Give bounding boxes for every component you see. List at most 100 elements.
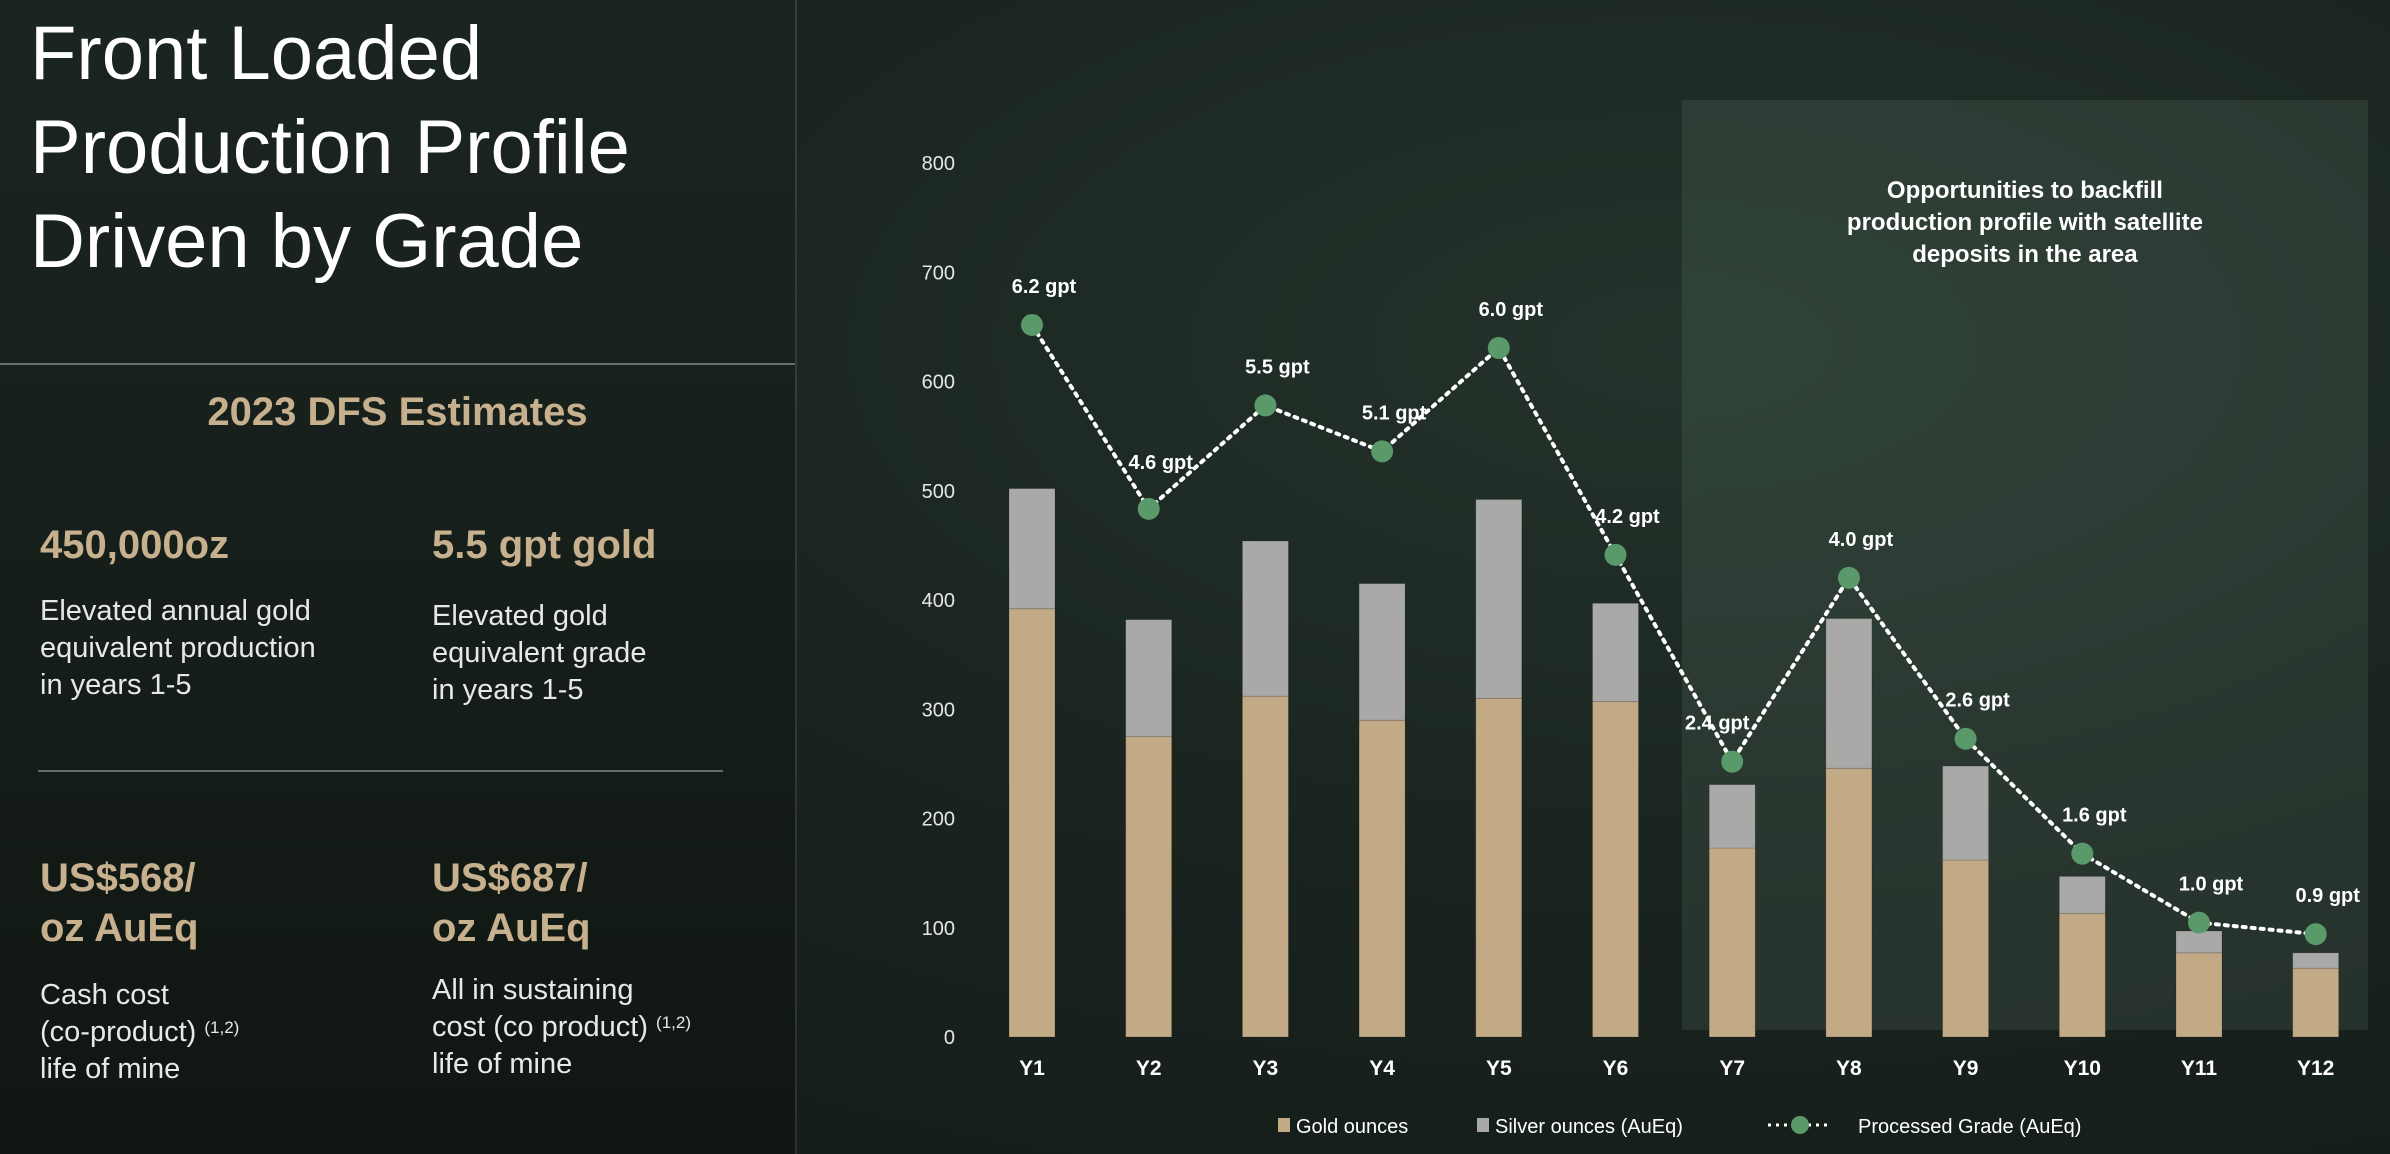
grade-label-Y7: 2.4 gpt	[1685, 713, 1750, 735]
legend-grade-marker	[1791, 1116, 1809, 1134]
grade-label-Y5: 6.0 gpt	[1479, 299, 1544, 321]
bar-silver-Y10	[2058, 875, 2106, 915]
grade-point-Y2	[1137, 497, 1160, 520]
bar-gold-Y11	[2175, 952, 2223, 1038]
bar-gold-Y2	[1125, 736, 1173, 1038]
y-tick-800: 800	[922, 153, 955, 175]
bar-silver-Y11	[2175, 930, 2223, 954]
grade-point-Y12	[2304, 923, 2327, 946]
grade-label-Y4: 5.1 gpt	[1362, 402, 1427, 424]
grade-label-Y2: 4.6 gpt	[1128, 452, 1193, 474]
y-tick-0: 0	[944, 1027, 955, 1049]
grade-point-Y5	[1487, 336, 1510, 359]
grade-label-Y3: 5.5 gpt	[1245, 356, 1310, 378]
grade-point-Y10	[2071, 842, 2094, 865]
stat-cash-cost-desc-2: (co-product) (1,2)	[40, 1014, 239, 1050]
bar-silver-Y9	[1942, 765, 1990, 861]
bar-gold-Y10	[2058, 913, 2106, 1038]
bar-gold-Y6	[1592, 701, 1639, 1038]
bar-gold-Y12	[2292, 967, 2340, 1038]
grade-label-Y10: 1.6 gpt	[2062, 805, 2127, 827]
stat-aisc-value-2: oz AuEq	[432, 906, 591, 950]
stat-cash-cost-value-1: US$568/	[40, 856, 196, 900]
x-tick-Y8: Y8	[1836, 1057, 1862, 1080]
legend-grade-label: Processed Grade (AuEq)	[1858, 1116, 2081, 1138]
y-tick-500: 500	[922, 481, 955, 503]
grade-point-Y8	[1837, 566, 1860, 589]
summary-panel: Front Loaded Production Profile Driven b…	[0, 0, 797, 1154]
bar-gold-Y4	[1358, 719, 1406, 1038]
stat-grade-desc-3: in years 1-5	[432, 674, 584, 706]
x-tick-Y1: Y1	[1019, 1057, 1045, 1080]
bar-silver-Y12	[2292, 952, 2340, 969]
bar-silver-Y1	[1008, 488, 1056, 610]
grade-point-Y11	[2188, 911, 2210, 934]
x-tick-Y10: Y10	[2064, 1057, 2101, 1080]
stat-production-desc-2: equivalent production	[40, 632, 316, 664]
stat-aisc-value-1: US$687/	[432, 856, 588, 900]
grade-point-Y1	[1021, 313, 1043, 336]
grade-label-Y12: 0.9 gpt	[2295, 885, 2360, 907]
x-tick-Y12: Y12	[2297, 1057, 2334, 1080]
annotation-line-3: deposits in the area	[1912, 241, 2138, 268]
page-title-line3: Driven by Grade	[30, 199, 584, 284]
bar-silver-Y4	[1358, 583, 1406, 721]
y-tick-100: 100	[922, 918, 955, 940]
grade-label-Y6: 4.2 gpt	[1595, 506, 1660, 528]
stat-production-desc-1: Elevated annual gold	[40, 595, 311, 627]
bar-gold-Y1	[1008, 608, 1056, 1038]
stat-cash-cost-desc-2-text: (co-product)	[40, 1016, 197, 1048]
grade-point-Y6	[1604, 543, 1627, 566]
bar-silver-Y5	[1475, 498, 1523, 699]
stat-aisc-desc-2: cost (co product) (1,2)	[432, 1009, 691, 1045]
stat-grade-desc-1: Elevated gold	[432, 600, 608, 632]
page-title-line1: Front Loaded	[30, 11, 483, 96]
backfill-opportunity-region	[1681, 100, 2368, 1030]
grade-point-Y7	[1721, 750, 1744, 773]
stat-cash-cost-value-2: oz AuEq	[40, 906, 199, 950]
bar-silver-Y3	[1241, 540, 1289, 697]
stat-production-value: 450,000oz	[40, 523, 230, 567]
grade-label-Y1: 6.2 gpt	[1012, 276, 1077, 298]
stat-grade-value: 5.5 gpt gold	[432, 523, 657, 567]
x-tick-Y9: Y9	[1953, 1057, 1979, 1080]
bar-gold-Y8	[1825, 767, 1873, 1038]
page-title-line2: Production Profile	[30, 105, 630, 190]
stats-divider	[38, 770, 723, 772]
legend-silver-swatch	[1477, 1118, 1489, 1132]
y-tick-300: 300	[922, 699, 955, 721]
annotation-line-2: production profile with satellite	[1847, 209, 2203, 236]
x-tick-Y7: Y7	[1719, 1057, 1745, 1080]
y-tick-200: 200	[922, 809, 955, 831]
grade-point-Y9	[1954, 727, 1977, 750]
grade-label-Y8: 4.0 gpt	[1829, 529, 1894, 551]
bar-silver-Y7	[1708, 784, 1756, 849]
bar-silver-Y8	[1825, 618, 1873, 769]
stat-aisc-desc-3: life of mine	[432, 1048, 573, 1080]
stat-cash-cost-desc-3: life of mine	[40, 1053, 181, 1085]
y-tick-700: 700	[922, 262, 955, 284]
y-tick-600: 600	[922, 372, 955, 394]
x-tick-Y5: Y5	[1486, 1057, 1512, 1080]
x-tick-Y3: Y3	[1253, 1057, 1279, 1080]
x-tick-Y11: Y11	[2181, 1057, 2218, 1080]
title-divider	[0, 363, 795, 365]
legend-gold-label: Gold ounces	[1296, 1116, 1408, 1138]
bar-gold-Y3	[1241, 695, 1289, 1038]
x-tick-Y4: Y4	[1369, 1057, 1395, 1080]
grade-line	[1030, 322, 2318, 937]
dfs-subtitle: 2023 DFS Estimates	[207, 390, 588, 434]
bar-gold-Y9	[1942, 859, 1990, 1038]
bar-gold-Y7	[1708, 847, 1756, 1038]
x-tick-Y6: Y6	[1603, 1057, 1629, 1080]
bar-silver-Y2	[1125, 619, 1173, 738]
annotation-line-1: Opportunities to backfill	[1887, 177, 2163, 204]
y-tick-400: 400	[922, 590, 955, 612]
stat-aisc-desc-1: All in sustaining	[432, 974, 634, 1006]
stat-cash-cost-footnote: (1,2)	[204, 1018, 240, 1037]
stat-aisc-footnote: (1,2)	[656, 1013, 692, 1032]
grade-point-Y4	[1371, 440, 1394, 463]
stat-grade-desc-2: equivalent grade	[432, 637, 647, 669]
stat-aisc-desc-2-text: cost (co product)	[432, 1011, 648, 1043]
